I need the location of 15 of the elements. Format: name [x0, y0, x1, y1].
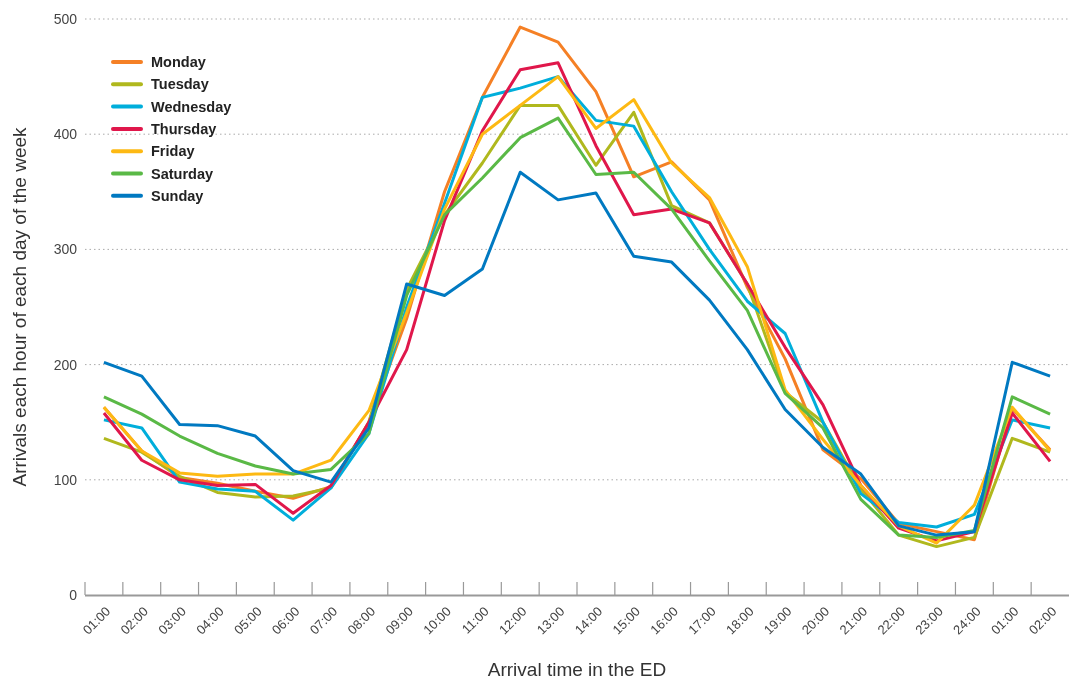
- y-tick-label: 400: [53, 126, 78, 143]
- legend-label: Wednesday: [151, 98, 232, 115]
- y-tick-label: 100: [53, 471, 78, 488]
- legend-label: Friday: [151, 143, 195, 160]
- legend-label: Monday: [151, 54, 206, 71]
- y-axis-title: Arrivals each hour of each day of the week: [9, 126, 30, 487]
- x-axis-title: Arrival time in the ED: [487, 659, 667, 680]
- y-tick-label: 0: [69, 586, 78, 603]
- legend-label: Sunday: [151, 187, 204, 204]
- y-tick-label: 500: [53, 10, 78, 27]
- y-tick-label: 200: [53, 356, 78, 373]
- legend-label: Saturday: [151, 165, 214, 182]
- legend-label: Tuesday: [151, 76, 209, 93]
- legend-label: Thursday: [151, 120, 217, 137]
- y-tick-label: 300: [53, 241, 78, 258]
